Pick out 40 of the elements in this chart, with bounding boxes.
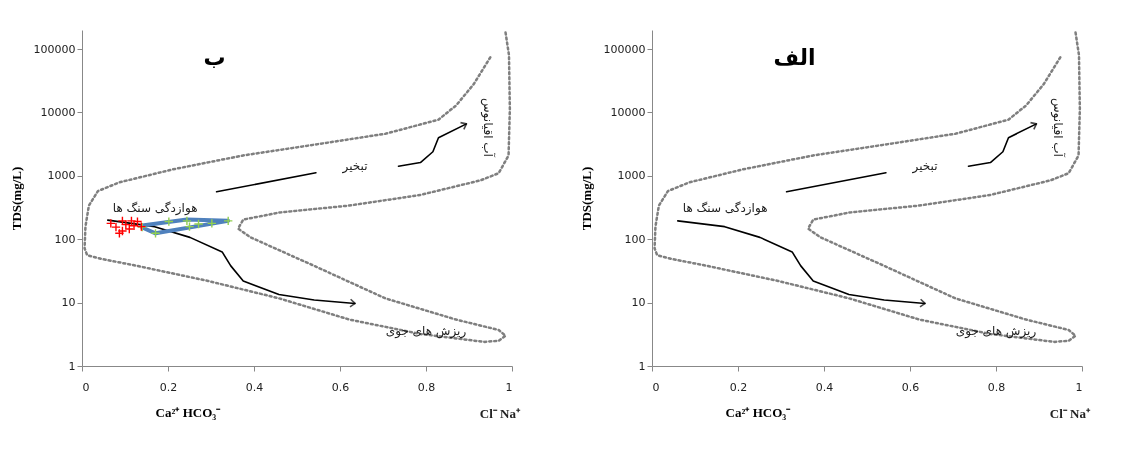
text: Cl⁻ Na⁺ <box>1049 406 1091 421</box>
annotation: هوازدگی سنگ ها <box>112 201 198 217</box>
y-tick-label: 100 <box>54 232 76 246</box>
x-tick-label: 0.6 <box>331 380 350 394</box>
text: ب <box>203 45 226 70</box>
y-tick-label: 1 <box>68 359 76 373</box>
text: Cl⁻ Na⁺ <box>479 406 521 421</box>
y-axis-title: TDS(mg/L) <box>578 166 594 231</box>
x-tick-label: 0.4 <box>245 380 264 394</box>
x-tick-label: 0.2 <box>159 380 178 394</box>
x-tick-label: 0.8 <box>417 380 436 394</box>
annotation: تبخیر <box>911 159 938 175</box>
annotation: آب اقیانوس <box>479 97 496 158</box>
annotation: تبخیر <box>341 159 368 175</box>
y-tick-label: 1000 <box>47 169 76 183</box>
x-tick-label: 0.2 <box>729 380 748 394</box>
y-tick-label: 10000 <box>40 105 76 119</box>
y-tick-label: 10 <box>61 296 76 310</box>
x-tick-label: 0 <box>82 380 90 394</box>
y-tick-label: 100 <box>624 232 646 246</box>
text: الف <box>773 45 816 70</box>
annotation: ریزش های جوی <box>385 323 467 339</box>
y-tick-label: 10000 <box>610 105 646 119</box>
y-tick-label: 100000 <box>603 42 646 56</box>
y-axis-title: TDS(mg/L) <box>8 166 24 231</box>
x-tick-label: 0 <box>652 380 660 394</box>
annotation: آب اقیانوس <box>1049 97 1066 158</box>
y-tick-label: 1 <box>638 359 646 373</box>
x-axis-title: Ca²⁺ HCO₃⁻ <box>725 404 792 420</box>
annotation: هوازدگی سنگ ها <box>682 201 768 217</box>
x-axis-title: Ca²⁺ HCO₃⁻ <box>155 404 222 420</box>
x-tick-label: 0.8 <box>987 380 1006 394</box>
y-tick-label: 1000 <box>617 169 646 183</box>
x-tick-label: 1 <box>1075 380 1083 394</box>
y-tick-label: 10 <box>631 296 646 310</box>
x-tick-label: 0.6 <box>901 380 920 394</box>
x-tick-label: 1 <box>505 380 513 394</box>
annotation: ریزش های جوی <box>955 323 1037 339</box>
y-tick-label: 100000 <box>33 42 76 56</box>
x-tick-label: 0.4 <box>815 380 834 394</box>
